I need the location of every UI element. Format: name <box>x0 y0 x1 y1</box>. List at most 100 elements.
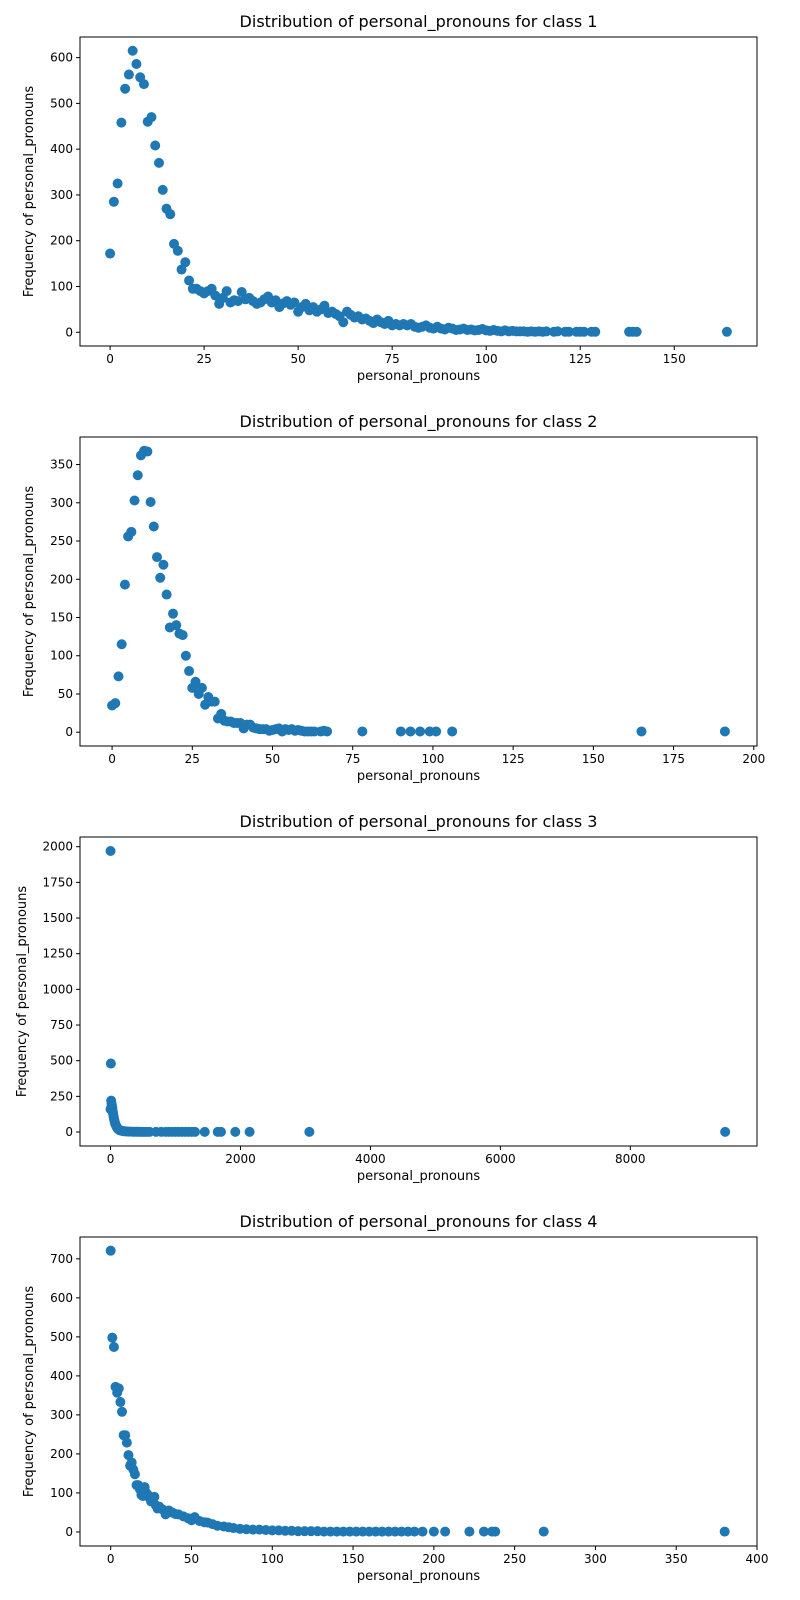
x-tick-label: 400 <box>746 1552 769 1566</box>
data-point <box>304 1126 315 1137</box>
x-tick-label: 250 <box>503 1552 526 1566</box>
data-point <box>490 1526 501 1537</box>
data-point <box>121 1437 132 1448</box>
y-tick-label: 200 <box>50 572 73 586</box>
data-point <box>478 1526 489 1537</box>
data-point <box>152 552 163 563</box>
x-axis-label: personal_pronouns <box>357 369 481 384</box>
x-axis-label: personal_pronouns <box>357 769 481 784</box>
data-point <box>149 1491 160 1502</box>
x-tick-label: 0 <box>107 1152 115 1166</box>
y-tick-label: 1750 <box>42 875 73 889</box>
data-point <box>145 497 156 508</box>
chart-title: Distribution of personal_pronouns for cl… <box>240 812 598 832</box>
data-point <box>209 696 220 707</box>
data-point <box>108 1342 119 1353</box>
data-point <box>117 1406 128 1417</box>
x-tick-label: 100 <box>475 352 498 366</box>
data-point <box>415 726 426 737</box>
y-tick-label: 0 <box>65 1525 73 1539</box>
scatter-points <box>105 1245 730 1537</box>
data-point <box>417 1526 428 1537</box>
data-point <box>409 1526 420 1537</box>
data-point <box>129 1469 140 1480</box>
data-point <box>131 59 142 70</box>
y-axis-label: Frequency of personal_pronouns <box>22 486 37 698</box>
x-axis-label: personal_pronouns <box>357 1569 481 1584</box>
x-tick-label: 50 <box>265 752 280 766</box>
data-point <box>395 726 406 737</box>
y-tick-label: 600 <box>50 51 73 65</box>
y-tick-label: 300 <box>50 496 73 510</box>
data-point <box>190 676 201 687</box>
y-tick-label: 750 <box>50 1018 73 1032</box>
data-point <box>232 296 243 307</box>
data-point <box>132 470 143 481</box>
y-tick-label: 1500 <box>42 911 73 925</box>
y-tick-label: 500 <box>50 1330 73 1344</box>
data-point <box>563 326 574 337</box>
y-tick-label: 200 <box>50 1447 73 1461</box>
data-point <box>230 1126 241 1137</box>
data-point <box>116 117 127 128</box>
data-point <box>631 326 642 337</box>
data-point <box>105 1245 116 1256</box>
data-point <box>244 1126 255 1137</box>
y-tick-label: 100 <box>50 1486 73 1500</box>
data-point <box>112 178 123 189</box>
y-tick-label: 2000 <box>42 840 73 854</box>
data-point <box>115 1397 126 1408</box>
chart-title: Distribution of personal_pronouns for cl… <box>240 1212 598 1232</box>
data-point <box>464 1526 475 1537</box>
data-point <box>105 248 116 259</box>
data-point <box>127 45 138 56</box>
data-point <box>146 112 157 123</box>
data-point <box>180 257 191 268</box>
data-point <box>552 326 563 337</box>
data-point <box>168 608 179 619</box>
chart-1: Distribution of personal_pronouns for cl… <box>22 12 758 384</box>
data-point <box>721 326 732 337</box>
y-tick-label: 300 <box>50 1408 73 1422</box>
data-point <box>105 845 116 856</box>
x-tick-label: 100 <box>261 1552 284 1566</box>
chart-title: Distribution of personal_pronouns for cl… <box>240 412 598 432</box>
data-point <box>116 639 127 650</box>
data-point <box>142 446 153 457</box>
x-tick-label: 125 <box>569 352 592 366</box>
data-point <box>165 209 176 220</box>
x-tick-label: 50 <box>291 352 306 366</box>
data-point <box>196 682 207 693</box>
plot-frame <box>79 836 758 1147</box>
x-tick-label: 2000 <box>225 1152 256 1166</box>
y-tick-label: 1250 <box>42 947 73 961</box>
data-point <box>221 286 232 297</box>
x-tick-label: 50 <box>184 1552 199 1566</box>
chart-3: Distribution of personal_pronouns for cl… <box>15 812 758 1184</box>
data-point <box>180 650 191 661</box>
y-tick-label: 100 <box>50 649 73 663</box>
y-tick-label: 600 <box>50 1291 73 1305</box>
x-tick-label: 175 <box>662 752 685 766</box>
data-point <box>431 726 442 737</box>
data-point <box>129 495 140 506</box>
data-point <box>719 726 730 737</box>
data-point <box>338 317 349 328</box>
data-point <box>538 1526 549 1537</box>
x-tick-label: 150 <box>582 752 605 766</box>
plot-frame <box>79 1236 758 1547</box>
x-tick-label: 200 <box>422 1552 445 1566</box>
data-point <box>158 559 169 570</box>
x-tick-label: 300 <box>584 1552 607 1566</box>
y-tick-label: 400 <box>50 1369 73 1383</box>
scatter-points <box>105 45 732 337</box>
data-point <box>322 726 333 737</box>
y-tick-label: 200 <box>50 234 73 248</box>
y-axis-label: Frequency of personal_pronouns <box>15 886 30 1098</box>
data-point <box>357 726 368 737</box>
data-point <box>123 69 134 80</box>
data-point <box>153 157 164 168</box>
y-tick-label: 350 <box>50 458 73 472</box>
y-tick-label: 100 <box>50 279 73 293</box>
